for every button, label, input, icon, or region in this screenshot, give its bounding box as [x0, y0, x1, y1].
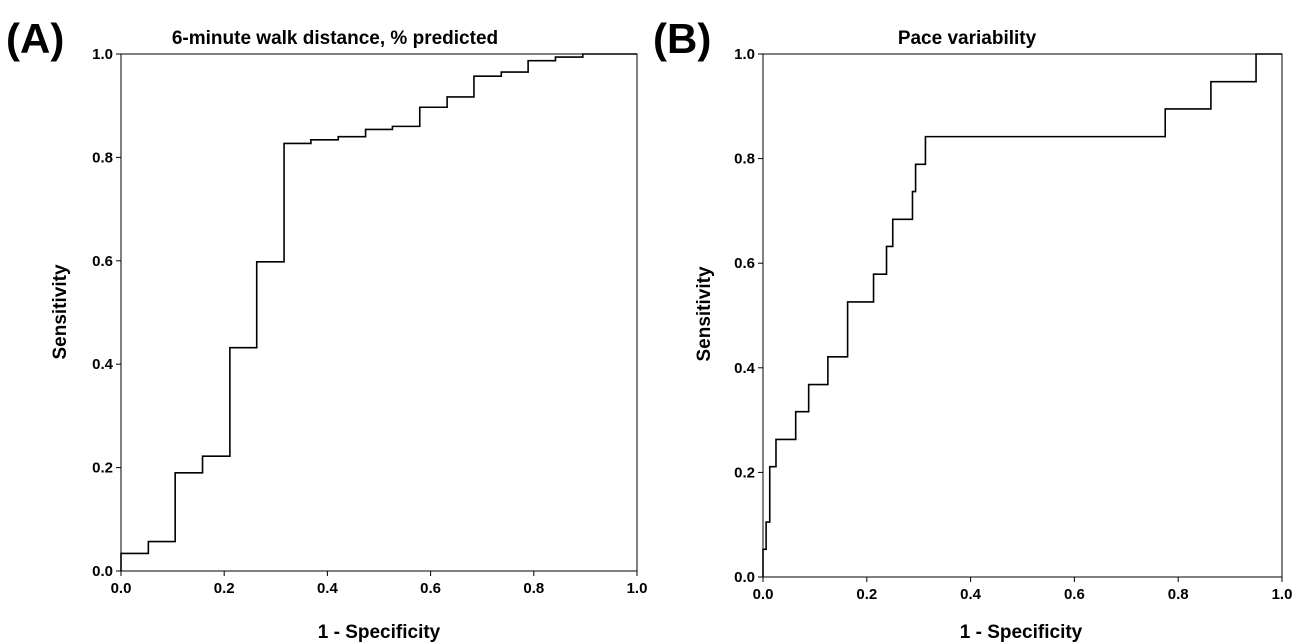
panel-b-plot-frame — [762, 53, 1283, 578]
panel-a-x-tick-label: 0.8 — [523, 580, 544, 597]
panel-a-label: (A) — [6, 15, 64, 62]
panel-b-x-tick-label: 1.0 — [1272, 586, 1293, 603]
panel-b-ticks: 0.0 0.2 0.4 0.6 0.8 1.0 0.0 0.2 0.4 0.6 0.8 1.0 — [734, 46, 1292, 603]
panel-a-y-tick-label: 0.8 — [92, 149, 113, 166]
panel-b-x-tick-label: 0.0 — [753, 586, 774, 603]
panel-a-y-tick-label: 1.0 — [92, 46, 113, 63]
panel-a-x-tick-label: 1.0 — [627, 580, 648, 597]
panel-a-x-tick-label: 0.2 — [214, 580, 235, 597]
panel-b-x-tick-label: 0.6 — [1064, 586, 1085, 603]
panel-b-title: Pace variability — [898, 28, 1037, 49]
panel-a-y-axis-label: Sensitivity — [50, 264, 71, 359]
panel-b-x-axis-label: 1 - Specificity — [960, 622, 1083, 643]
panel-a-y-tick-label: 0.2 — [92, 460, 113, 477]
panel-b-y-axis-label: Sensitivity — [694, 266, 715, 361]
panel-a-y-tick-label: 0.0 — [92, 563, 113, 580]
panel-b-x-tick-label: 0.8 — [1168, 586, 1189, 603]
panel-a-x-tick-label: 0.4 — [317, 580, 339, 597]
panel-a-y-tick-label: 0.6 — [92, 253, 113, 270]
panel-a-x-tick-label: 0.6 — [420, 580, 441, 597]
panel-a-plot-frame — [120, 53, 638, 572]
panel-a-x-axis-label: 1 - Specificity — [318, 622, 441, 643]
panel-a-title: 6-minute walk distance, % predicted — [172, 28, 498, 49]
panel-a-ticks: 0.0 0.2 0.4 0.6 0.8 1.0 0.0 0.2 0.4 0.6 0.8 1.0 — [92, 46, 647, 597]
panel-b-roc-curve — [762, 53, 1282, 577]
panel-b-y-tick-label: 0.8 — [734, 151, 755, 168]
panel-b-y-tick-label: 0.0 — [734, 569, 755, 586]
panel-b-x-tick-label: 0.2 — [856, 586, 877, 603]
panel-b-y-tick-label: 0.6 — [734, 255, 755, 272]
panel-a-roc-curve — [120, 53, 637, 571]
panel-a-x-tick-label: 0.0 — [111, 580, 132, 597]
panel-a-y-tick-label: 0.4 — [92, 356, 114, 373]
panel-b-x-tick-label: 0.4 — [960, 586, 982, 603]
panel-b: (B) Pace variability 0.0 0.2 0.4 0.6 0.8 1.00… — [653, 15, 1292, 643]
panel-b-y-tick-label: 0.4 — [734, 360, 756, 377]
panel-b-y-tick-label: 0.2 — [734, 464, 755, 481]
panel-a: (A) 6-minute walk distance, % predicted … — [6, 15, 647, 643]
panel-b-y-tick-label: 1.0 — [734, 46, 755, 63]
panel-b-label: (B) — [653, 15, 711, 62]
